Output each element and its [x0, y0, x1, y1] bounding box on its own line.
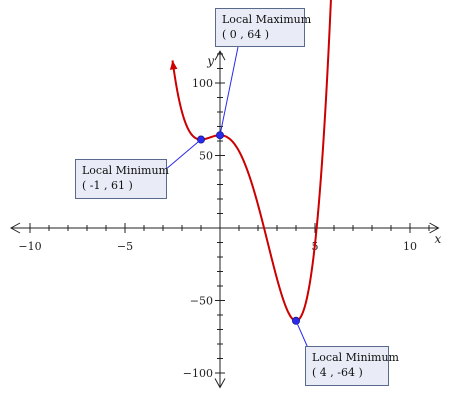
x-axis-arrow-left: [9, 222, 21, 234]
y-tick-label: −50: [190, 295, 213, 308]
callout-local-minimum-right: Local Minimum ( 4 , -64 ): [305, 346, 399, 386]
x-axis-arrow-right: [429, 222, 440, 234]
curve-arrow-left: [169, 60, 178, 70]
y-axis-arrow-top: [214, 50, 226, 61]
callout-local-minimum-left: Local Minimum ( -1 , 61 ): [75, 159, 169, 199]
callout-coords: ( -1 , 61 ): [82, 179, 133, 192]
callout-local-maximum: Local Maximum ( 0 , 64 ): [215, 8, 312, 47]
leaders-layer: [164, 46, 309, 349]
x-tick-label: 10: [403, 240, 417, 253]
y-tick-label: 50: [199, 150, 213, 163]
callout-leader-line: [295, 320, 309, 349]
y-axis-arrow-bottom: [214, 378, 226, 389]
x-tick-label: −10: [18, 240, 41, 253]
callout-leader-line: [219, 46, 239, 136]
y-tick-label: −100: [183, 367, 213, 380]
callout-title: Local Maximum: [222, 13, 312, 26]
callout-title: Local Minimum: [312, 351, 399, 364]
callout-coords: ( 0 , 64 ): [222, 28, 270, 41]
callout-leader-line: [164, 139, 202, 171]
y-tick-label: 100: [192, 77, 213, 90]
y-axis-label: y: [206, 54, 214, 68]
callout-coords: ( 4 , -64 ): [312, 366, 363, 379]
callout-title: Local Minimum: [82, 164, 169, 177]
curve-layer: [169, 0, 332, 322]
x-axis-label: x: [435, 232, 442, 246]
function-curve: [171, 0, 332, 322]
axes: xy: [9, 50, 442, 389]
x-tick-label: −5: [117, 240, 133, 253]
